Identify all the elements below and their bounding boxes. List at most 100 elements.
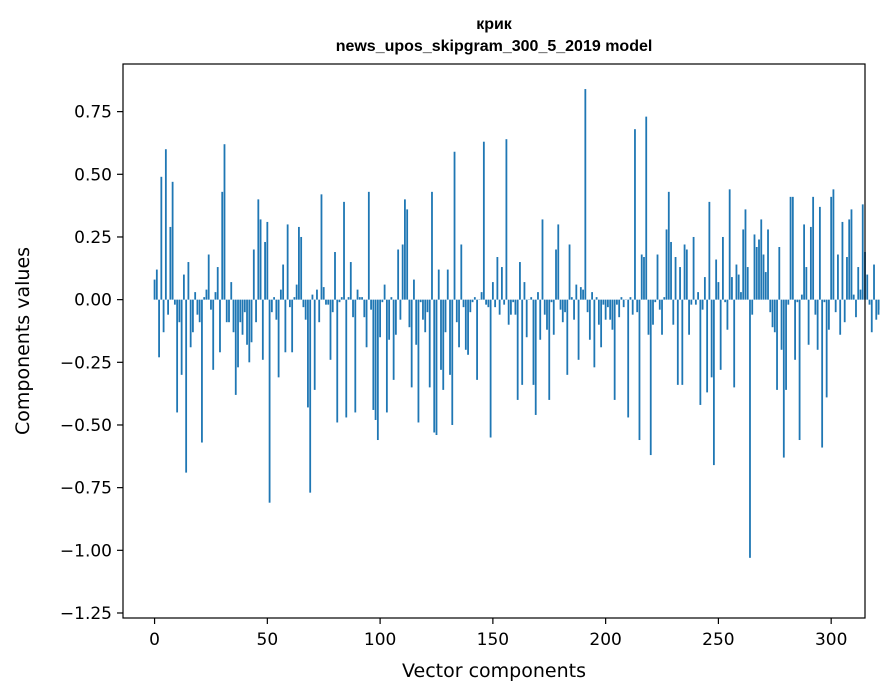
bar	[724, 299, 727, 303]
bar	[782, 299, 785, 458]
bar	[753, 234, 756, 300]
bar	[755, 247, 758, 300]
bar	[600, 299, 603, 348]
bar	[566, 299, 569, 375]
bar	[485, 299, 487, 305]
bar	[302, 299, 305, 308]
bar	[855, 299, 857, 318]
bar	[841, 221, 844, 300]
bar	[690, 299, 693, 305]
bar	[433, 299, 436, 433]
bar	[293, 297, 296, 300]
bar	[525, 299, 528, 338]
bar	[697, 292, 699, 300]
bar	[221, 191, 224, 300]
bar	[246, 299, 248, 345]
x-tick-label: 200	[589, 630, 621, 650]
bar	[812, 196, 815, 300]
bar	[670, 241, 672, 300]
bar	[394, 299, 397, 335]
bar	[173, 299, 176, 305]
bar	[408, 299, 411, 328]
bar	[383, 284, 386, 300]
bar	[676, 299, 679, 385]
bar	[546, 299, 548, 330]
bar	[347, 297, 350, 300]
bar	[241, 299, 244, 335]
bar	[758, 239, 760, 300]
x-tick-label: 250	[702, 630, 734, 650]
bar	[602, 299, 605, 305]
bar	[426, 299, 429, 313]
bar	[228, 299, 230, 323]
bar	[266, 221, 269, 300]
x-tick-label: 50	[257, 630, 279, 650]
bar	[318, 299, 321, 323]
bar	[719, 299, 722, 370]
bar	[288, 299, 291, 308]
bar	[532, 299, 535, 385]
bar	[588, 299, 591, 340]
bar	[539, 299, 542, 340]
bar	[846, 257, 848, 300]
bar	[816, 299, 819, 350]
bar	[248, 299, 251, 363]
bar	[512, 299, 515, 303]
bar	[559, 299, 562, 310]
bar	[282, 264, 285, 300]
bar	[158, 299, 160, 358]
bar	[237, 299, 239, 368]
bar	[435, 299, 438, 436]
bar	[543, 299, 546, 315]
bar	[683, 244, 686, 300]
bar	[785, 299, 787, 390]
bar	[825, 299, 828, 398]
bar	[476, 299, 478, 380]
bar	[537, 292, 539, 300]
bar	[431, 191, 433, 300]
bar	[760, 219, 763, 300]
bar	[521, 299, 524, 385]
bar	[340, 297, 343, 300]
bar	[640, 254, 643, 300]
bar	[575, 284, 578, 300]
bar	[198, 299, 201, 323]
bar	[503, 299, 506, 305]
bar	[818, 206, 821, 300]
bar	[307, 299, 309, 408]
bar	[487, 299, 490, 308]
bar	[239, 299, 242, 323]
bar	[316, 289, 318, 300]
plot-frame	[122, 63, 866, 619]
bar	[701, 299, 704, 310]
bar	[710, 299, 713, 378]
bar	[467, 299, 469, 355]
bar	[821, 299, 824, 448]
bar	[194, 292, 197, 300]
bar	[203, 297, 206, 300]
x-axis-ticks: 0 50 100 150 200 250 300	[149, 618, 847, 650]
bar	[182, 274, 185, 300]
bar	[381, 299, 384, 303]
bar	[304, 299, 307, 320]
bar	[516, 299, 519, 400]
bar	[298, 226, 300, 300]
bar	[505, 139, 508, 300]
y-tick-label: 0.75	[74, 103, 112, 123]
bar	[372, 299, 375, 410]
bar	[343, 201, 345, 300]
bar	[510, 299, 512, 315]
y-tick-label: 0.00	[74, 291, 112, 311]
bar	[210, 299, 212, 310]
bar	[674, 257, 677, 300]
bar	[338, 299, 341, 303]
bar	[636, 299, 639, 313]
bar	[645, 116, 648, 300]
bar	[877, 299, 880, 315]
bar	[178, 299, 181, 323]
bar	[201, 299, 203, 443]
y-tick-label: 0.50	[74, 165, 112, 185]
bar	[769, 299, 772, 313]
bar	[385, 299, 388, 413]
y-tick-label: −0.25	[60, 353, 112, 373]
